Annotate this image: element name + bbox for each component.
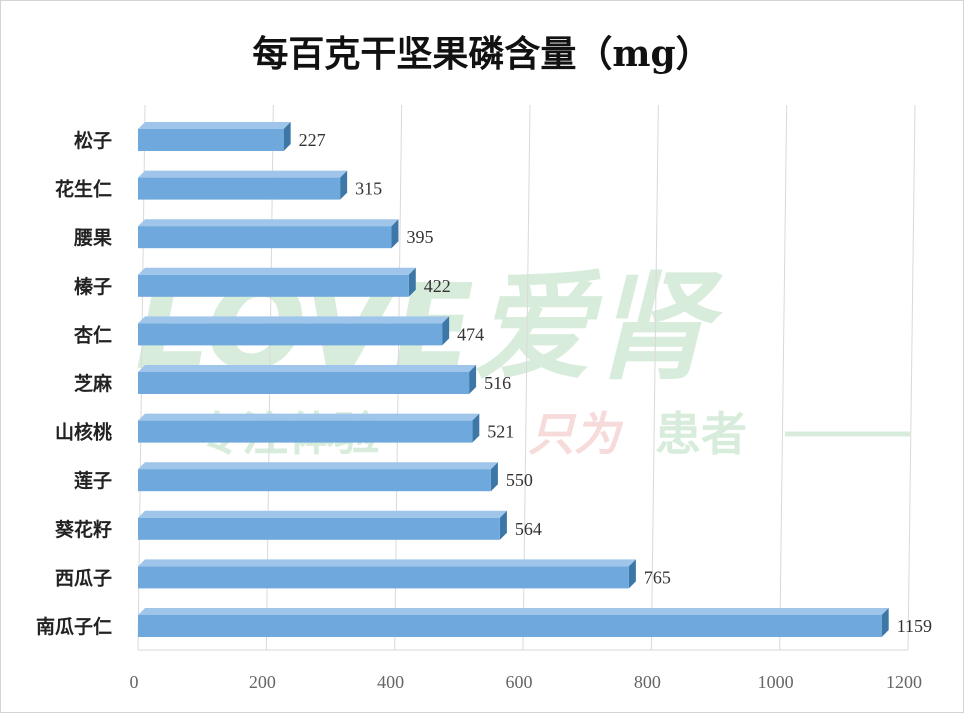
data-label: 315: [355, 179, 382, 199]
category-label: 芝麻: [74, 372, 113, 395]
x-tick-label: 0: [130, 672, 139, 692]
bar-side-face: [442, 316, 450, 346]
x-axis-ticks: 0 200 400 600 800 1000 1200: [130, 672, 923, 692]
category-label: 南瓜子仁: [36, 615, 112, 638]
bar: [138, 274, 409, 297]
data-label: 516: [484, 373, 511, 393]
bar-side-face: [472, 413, 480, 443]
data-label: 521: [487, 422, 514, 442]
bar-top-face: [138, 510, 507, 518]
category-label: 松子: [74, 129, 112, 152]
bar-side-face: [340, 170, 348, 200]
x-tick-label: 400: [377, 672, 404, 692]
bar-top-face: [138, 316, 450, 324]
bar-top-face: [138, 122, 291, 129]
bar-top-face: [138, 462, 498, 470]
category-label: 杏仁: [73, 323, 112, 346]
bar: [138, 323, 443, 346]
bar-side-face: [499, 510, 507, 540]
bar-top-face: [138, 267, 416, 275]
bar-top-face: [138, 219, 399, 227]
bar-side-face: [283, 122, 291, 151]
bars: [138, 122, 889, 637]
x-tick-label: 800: [634, 672, 661, 692]
bar: [138, 420, 473, 443]
bar-side-face: [408, 267, 416, 297]
x-tick-label: 1200: [886, 672, 922, 692]
category-label: 山核桃: [55, 421, 112, 444]
category-label: 花生仁: [55, 178, 112, 201]
data-label: 395: [406, 227, 433, 247]
gridline: [779, 104, 788, 651]
watermark-slogan-right: 患者: [655, 407, 747, 461]
bar-top-face: [138, 365, 477, 372]
bar-side-face: [881, 608, 889, 637]
bar-side-face: [391, 219, 399, 249]
bar: [138, 469, 491, 492]
category-label: 葵花籽: [54, 518, 112, 541]
bar-top-face: [138, 559, 636, 567]
x-tick-label: 1000: [758, 672, 794, 692]
x-tick-label: 600: [506, 672, 533, 692]
bar-side-face: [628, 559, 636, 589]
bar: [138, 615, 882, 637]
data-label: 564: [515, 519, 542, 539]
bar-top-face: [138, 608, 889, 615]
x-tick-label: 200: [249, 672, 276, 692]
category-label: 榛子: [74, 275, 112, 298]
category-label: 腰果: [73, 227, 112, 249]
bar: [138, 129, 284, 151]
bar-top-face: [138, 413, 480, 421]
data-label: 1159: [897, 616, 932, 636]
bar: [138, 177, 341, 200]
gridline: [522, 104, 531, 651]
category-label: 西瓜子: [55, 567, 112, 589]
data-label: 474: [457, 324, 484, 344]
bar: [138, 372, 470, 394]
bar: [138, 566, 629, 589]
bar-side-face: [490, 462, 498, 492]
data-label: 227: [299, 130, 326, 150]
watermark-slogan-script: 只为: [528, 407, 624, 461]
bar: [138, 517, 500, 540]
data-label: 765: [644, 567, 671, 587]
data-label: 422: [424, 276, 451, 296]
bar-top-face: [138, 170, 348, 178]
gridline: [907, 104, 916, 651]
data-label: 550: [506, 470, 533, 490]
labels: 松子 227 花生仁 315 腰果 395 榛子 422 杏仁 474 芝麻 516 山核桃 521 莲子 5…: [36, 129, 932, 638]
category-label: 莲子: [74, 469, 112, 492]
chart-title: 每百克干坚果磷含量（mg）: [252, 33, 711, 75]
gridline: [650, 104, 659, 651]
bar: [138, 226, 392, 249]
gridlines: [137, 104, 916, 651]
bar-side-face: [469, 365, 477, 394]
